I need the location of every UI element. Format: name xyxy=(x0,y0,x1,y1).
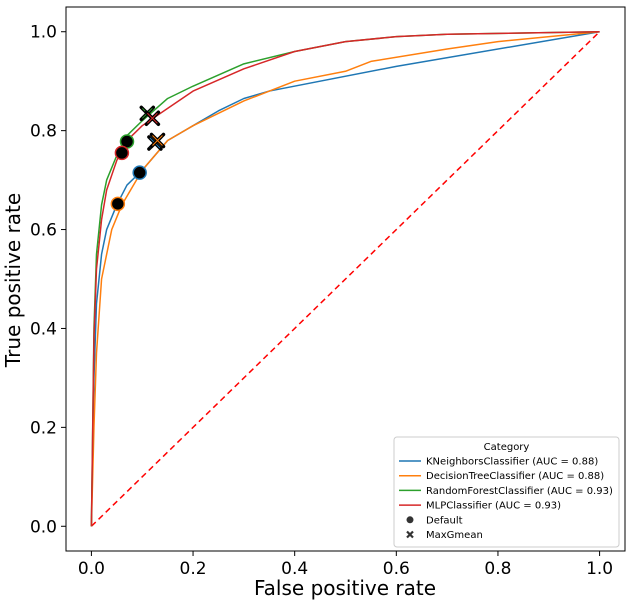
reference-layer xyxy=(90,31,601,527)
legend-swatch-5 xyxy=(406,530,414,539)
reference-diagonal xyxy=(90,31,601,527)
y-tick-label-1: 0.2 xyxy=(30,418,57,438)
x-tick-label-2: 0.4 xyxy=(281,559,308,579)
legend-label-2: RandomForestClassifier (AUC = 0.93) xyxy=(426,486,613,497)
y-tick-label-5: 1.0 xyxy=(30,23,57,43)
legend-entry-2: RandomForestClassifier (AUC = 0.93) xyxy=(399,486,613,497)
legend-entry-1: DecisionTreeClassifier (AUC = 0.88) xyxy=(399,471,604,482)
x-tick-label-3: 0.6 xyxy=(383,559,410,579)
maxgmean-point-5 xyxy=(149,132,166,149)
legend-label-3: MLPClassifier (AUC = 0.93) xyxy=(426,501,561,512)
x-tick-label-0: 0.0 xyxy=(78,559,105,579)
y-axis-label: True positive rate xyxy=(1,193,25,368)
y-tick-label-2: 0.4 xyxy=(30,319,57,339)
legend-label-5: MaxGmean xyxy=(426,530,483,541)
legend-entry-4: Default xyxy=(406,515,463,526)
default-point-1 xyxy=(110,196,126,212)
y-axis-ticks: 0.0 0.2 0.4 0.6 0.8 1.0 xyxy=(30,23,66,537)
y-tick-label-0: 0.0 xyxy=(30,517,57,537)
x-tick-label-5: 1.0 xyxy=(586,559,613,579)
legend-entry-0: KNeighborsClassifier (AUC = 0.88) xyxy=(399,457,598,468)
y-tick-label-4: 0.8 xyxy=(30,122,57,142)
legend-entry-5: MaxGmean xyxy=(406,530,483,541)
legend: Category KNeighborsClassifier (AUC = 0.8… xyxy=(393,436,620,548)
legend-box xyxy=(393,436,620,548)
series-line-1 xyxy=(90,30,600,527)
maxgmean-point-7 xyxy=(144,110,161,127)
legend-entries: KNeighborsClassifier (AUC = 0.88) Decisio… xyxy=(399,457,613,541)
legend-label-4: Default xyxy=(426,515,463,526)
legend-swatch-4 xyxy=(406,516,414,524)
default-point-3 xyxy=(114,145,130,161)
y-tick-label-3: 0.6 xyxy=(30,221,57,241)
legend-label-0: KNeighborsClassifier (AUC = 0.88) xyxy=(426,457,598,468)
x-axis-ticks: 0.0 0.2 0.4 0.6 0.8 1.0 xyxy=(78,551,613,579)
x-axis-label: False positive rate xyxy=(254,576,436,600)
x-tick-label-4: 0.8 xyxy=(484,559,511,579)
x-tick-label-1: 0.2 xyxy=(180,559,207,579)
plot-frame xyxy=(65,6,626,552)
default-point-0 xyxy=(132,165,147,180)
legend-title: Category xyxy=(484,442,530,453)
legend-entry-3: MLPClassifier (AUC = 0.93) xyxy=(399,501,561,512)
points-layer xyxy=(110,105,166,212)
legend-label-1: DecisionTreeClassifier (AUC = 0.88) xyxy=(426,471,604,482)
